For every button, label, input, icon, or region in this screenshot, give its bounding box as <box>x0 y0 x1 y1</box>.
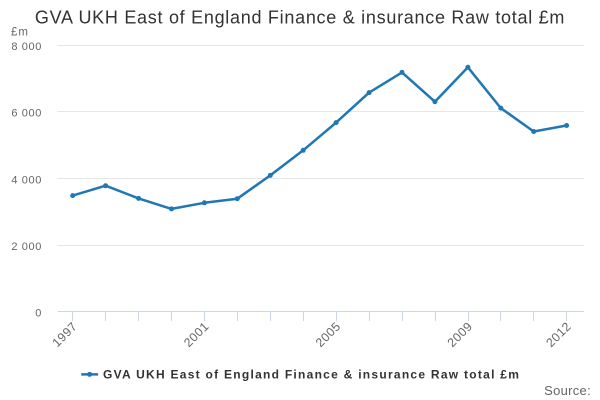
svg-text:Source:: Source: <box>544 383 591 398</box>
svg-text:4 000: 4 000 <box>11 174 42 186</box>
svg-text:6 000: 6 000 <box>11 108 42 120</box>
svg-text:£m: £m <box>11 27 29 39</box>
svg-text:2 000: 2 000 <box>11 241 42 253</box>
svg-text:GVA UKH East of England Financ: GVA UKH East of England Finance & insura… <box>103 368 520 382</box>
svg-text:0: 0 <box>35 308 42 320</box>
svg-text:GVA UKH East of England Financ: GVA UKH East of England Finance & insura… <box>35 8 565 28</box>
svg-text:8 000: 8 000 <box>11 41 42 53</box>
